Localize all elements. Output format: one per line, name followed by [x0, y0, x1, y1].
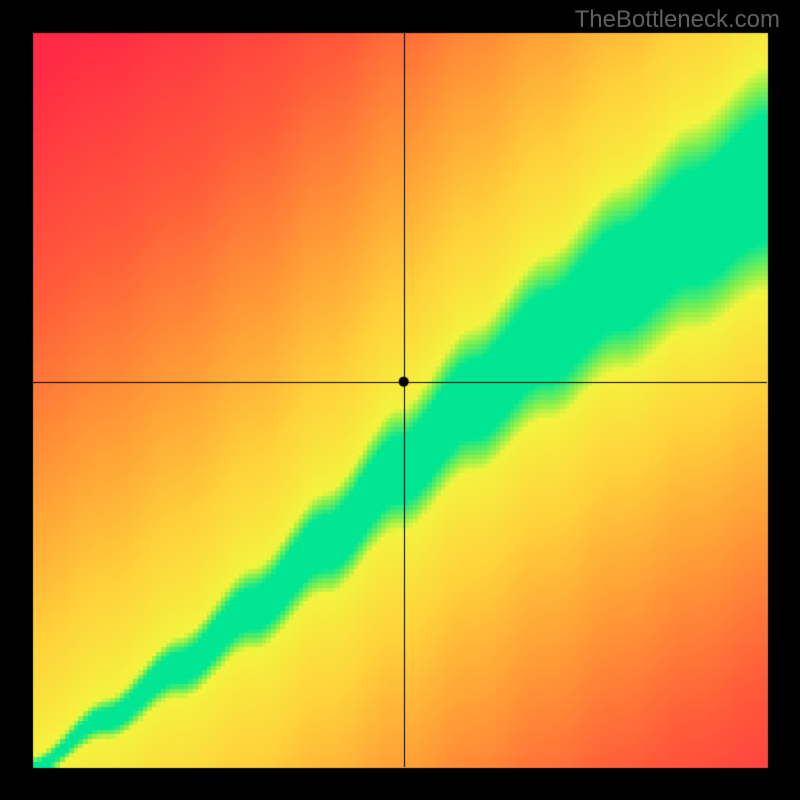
bottleneck-heatmap-canvas [0, 0, 800, 800]
chart-container: TheBottleneck.com [0, 0, 800, 800]
watermark-text: TheBottleneck.com [575, 6, 780, 34]
